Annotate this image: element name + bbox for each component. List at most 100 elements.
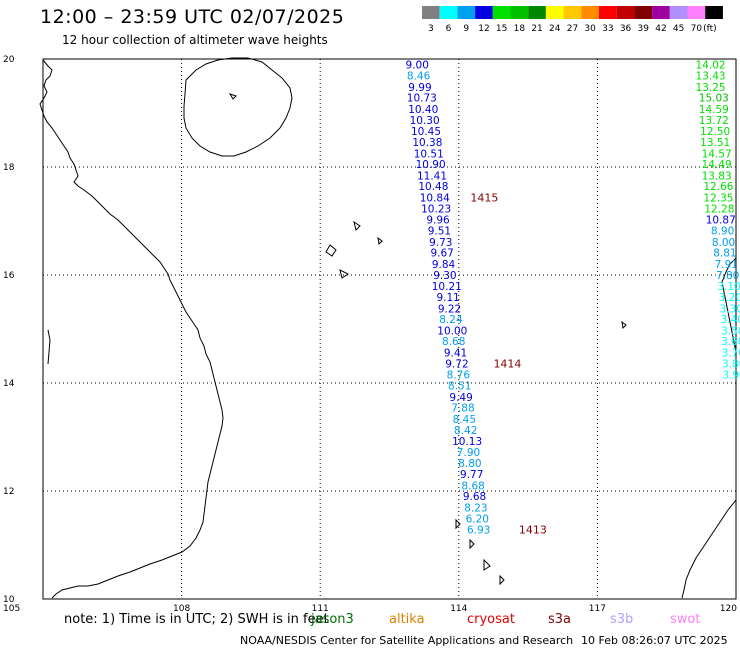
swh-value-label: 8.00 xyxy=(712,237,735,249)
coastline-palawan xyxy=(681,499,737,599)
swh-value-label: 9.51 xyxy=(428,226,451,238)
swh-value-label: 8.51 xyxy=(448,380,471,392)
swh-value-label: 6.20 xyxy=(466,513,489,525)
x-tick-label: 105 xyxy=(3,604,20,614)
scale-tick-label: 33 xyxy=(602,24,613,34)
swh-value-label: 12.28 xyxy=(704,203,734,215)
scale-swatch xyxy=(563,6,582,19)
swh-value-label: 12.66 xyxy=(703,181,733,193)
swh-value-label: 3.10 xyxy=(717,281,740,293)
y-tick-label: 20 xyxy=(3,55,15,65)
scale-tick-label: 12 xyxy=(478,24,489,34)
map-frame xyxy=(42,58,737,600)
swh-value-label: 10.30 xyxy=(410,115,440,127)
swh-value-label: 3.40 xyxy=(721,314,740,326)
y-tick-label: 18 xyxy=(3,163,15,173)
scale-swatch xyxy=(475,6,493,19)
scale-swatch xyxy=(705,6,723,19)
swh-value-label: 3.30 xyxy=(720,303,740,315)
scale-swatch xyxy=(439,6,458,19)
scale-tick-label: 42 xyxy=(655,24,666,34)
track-time-label: 1414 xyxy=(493,357,521,370)
swh-value-label: 14.02 xyxy=(696,60,726,72)
swh-value-label: 9.77 xyxy=(460,469,483,481)
coastline-paracel-2 xyxy=(353,220,361,231)
swh-value-label: 7.91 xyxy=(715,259,738,271)
scale-tick-label: 18 xyxy=(514,24,526,34)
chart-subtitle: 12 hour collection of altimeter wave hei… xyxy=(62,33,328,47)
track-time-label: 1413 xyxy=(519,524,547,537)
swh-value-label: 10.87 xyxy=(706,215,736,227)
scale-swatch xyxy=(669,6,688,19)
scale-tick-label: 3 xyxy=(428,24,434,34)
scale-tick-label: 36 xyxy=(620,24,632,34)
swh-value-label: 6.93 xyxy=(467,525,490,537)
swh-value-label: 13.72 xyxy=(699,115,729,127)
swh-value-label: 9.84 xyxy=(432,259,456,271)
scale-swatch xyxy=(545,6,564,19)
swh-value-label: 9.99 xyxy=(408,82,431,94)
swh-value-label: 8.45 xyxy=(453,414,476,426)
x-tick-label: 117 xyxy=(589,604,606,614)
scale-swatch xyxy=(422,6,440,19)
scale-swatch xyxy=(492,6,511,19)
swh-value-label: 12.35 xyxy=(703,193,733,205)
swh-value-label: 14.57 xyxy=(702,148,732,160)
credit-line: NOAA/NESDIS Center for Satellite Applica… xyxy=(240,634,574,647)
swh-value-label: 13.51 xyxy=(700,137,730,149)
swh-value-label: 9.67 xyxy=(430,248,453,260)
swh-value-label: 13.43 xyxy=(696,71,726,83)
mission-label-cryosat: cryosat xyxy=(467,612,515,627)
swh-value-label: 3.90 xyxy=(722,370,740,382)
swh-value-label: 10.45 xyxy=(411,126,441,138)
swh-value-label: 9.72 xyxy=(445,358,468,370)
swh-value-label: 8.46 xyxy=(407,71,431,83)
swh-value-label: 3.60 xyxy=(721,336,740,348)
scale-tick-label: 15 xyxy=(496,24,507,34)
scale-swatch xyxy=(528,6,546,19)
scale-tick-label: 24 xyxy=(549,24,561,34)
swh-value-label: 7.90 xyxy=(457,447,480,459)
swh-value-label: 9.11 xyxy=(436,292,459,304)
mission-label-swot: swot xyxy=(670,612,701,627)
swh-value-label: 3.70 xyxy=(722,348,740,360)
chart-title: 12:00 – 23:59 UTC 02/07/2025 xyxy=(40,6,345,28)
scale-swatch xyxy=(581,6,599,19)
coastline-paracel-3 xyxy=(339,269,349,279)
y-tick-label: 14 xyxy=(3,379,15,389)
coastline-philippines xyxy=(721,257,737,353)
x-tick-label: 120 xyxy=(720,604,737,614)
swh-value-label: 10.21 xyxy=(432,281,462,293)
coastline-reef-1 xyxy=(621,320,627,330)
scale-swatch xyxy=(634,6,653,19)
footer-note: note: 1) Time is in UTC; 2) SWH is in fe… xyxy=(64,612,329,627)
swh-value-label: 9.68 xyxy=(463,491,486,503)
swh-value-label: 10.13 xyxy=(452,436,482,448)
y-tick-label: 10 xyxy=(3,595,15,605)
swh-value-label: 9.96 xyxy=(426,215,450,227)
coastline-spratly-3 xyxy=(483,558,491,571)
coastline-spratly-4 xyxy=(499,574,505,586)
coastline-mainland xyxy=(39,59,224,599)
swh-value-label: 9.49 xyxy=(449,392,472,404)
swh-value-label: 8.90 xyxy=(711,226,734,238)
coastline-island-small-1 xyxy=(228,93,237,100)
scale-swatch xyxy=(599,6,617,19)
coastline-spratly-1 xyxy=(455,518,461,530)
mission-label-altika: altika xyxy=(389,612,425,627)
swh-value-label: 10.23 xyxy=(421,203,451,215)
swh-value-label: 10.90 xyxy=(416,159,446,171)
swh-value-label: 9.30 xyxy=(433,270,456,282)
scale-tick-label: 21 xyxy=(531,24,542,34)
scale-swatch xyxy=(616,6,635,19)
mission-label-s3a: s3a xyxy=(548,612,572,627)
swh-value-label: 13.83 xyxy=(702,170,732,182)
scale-swatch xyxy=(652,6,670,19)
swh-value-label: 8.42 xyxy=(454,425,477,437)
scale-swatch xyxy=(457,6,476,19)
color-scale-legend: 3 6 9 12 15 18 21 24 27 30 33 36 39 42 45 70 (ft) xyxy=(422,6,723,34)
scale-tick-label: 27 xyxy=(567,24,578,34)
swh-value-label: 10.00 xyxy=(437,325,467,337)
swh-value-label: 3.20 xyxy=(719,292,740,304)
satellite-track: 9.008.469.9910.7310.4010.3010.4510.3810.… xyxy=(406,60,740,537)
